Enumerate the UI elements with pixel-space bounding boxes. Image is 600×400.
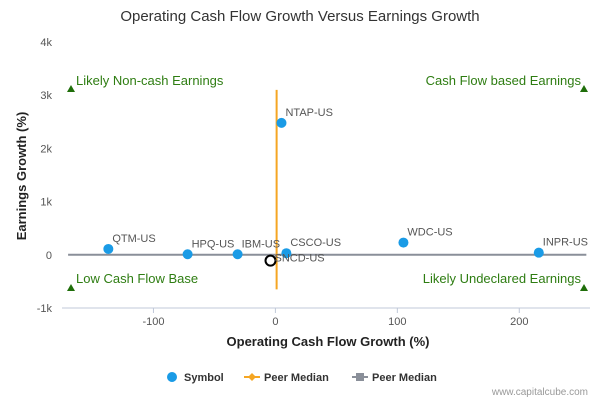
- data-point[interactable]: [276, 117, 287, 128]
- y-tick-label: 4k: [40, 37, 52, 49]
- legend-symbol-marker: [167, 372, 177, 382]
- quadrant-label-top-left: Likely Non-cash Earnings: [76, 73, 224, 88]
- data-point-label: IBM-US: [242, 238, 281, 250]
- legend-item-label: Peer Median: [372, 372, 437, 384]
- legend-item-label: Peer Median: [264, 372, 329, 384]
- quadrant-label-bottom-right: Likely Undeclared Earnings: [423, 271, 582, 286]
- legend[interactable]: Symbol Peer Median Peer Median: [167, 372, 437, 384]
- data-point-label: WDC-US: [407, 227, 452, 239]
- legend-item-label: Symbol: [184, 372, 224, 384]
- legend-peer-median-marker: [356, 373, 364, 381]
- data-point[interactable]: [232, 249, 243, 260]
- y-axis-title: Earnings Growth (%): [14, 112, 29, 241]
- y-tick-label: 0: [46, 250, 52, 262]
- legend-peer-median-marker: [248, 373, 256, 381]
- y-tick-label: 3k: [40, 90, 52, 102]
- x-tick-label: 100: [388, 316, 406, 328]
- x-tick-label: 200: [510, 316, 528, 328]
- quadrant-marker-bottom-right: [580, 284, 588, 291]
- data-point-label: QTM-US: [112, 233, 155, 245]
- plot-area: -100 0 100 200 -1k 0 1k 2k 3k 4k Likely Non-cash E…: [37, 37, 590, 328]
- chart-title: Operating Cash Flow Growth Versus Earnin…: [120, 8, 479, 25]
- data-point-label: CSCO-US: [290, 237, 341, 249]
- data-point-label: NTAP-US: [285, 107, 332, 119]
- quadrant-label-bottom-left: Low Cash Flow Base: [76, 271, 198, 286]
- data-point[interactable]: [182, 249, 193, 260]
- quadrant-label-top-right: Cash Flow based Earnings: [426, 73, 582, 88]
- data-point[interactable]: [533, 247, 544, 258]
- selected-point[interactable]: [264, 254, 277, 267]
- data-point[interactable]: [281, 248, 292, 259]
- data-point-label: HPQ-US: [192, 238, 235, 250]
- y-tick-label: 2k: [40, 143, 52, 155]
- data-point[interactable]: [398, 237, 409, 248]
- quadrant-marker-top-left: [67, 85, 75, 92]
- selected-point-label: SNCD-US: [275, 253, 325, 265]
- data-point[interactable]: [103, 243, 114, 254]
- y-tick-label: -1k: [37, 303, 53, 315]
- quadrant-marker-top-right: [580, 85, 588, 92]
- credit-text[interactable]: www.capitalcube.com: [491, 387, 588, 398]
- data-point-label: INPR-US: [543, 237, 588, 249]
- x-axis-title: Operating Cash Flow Growth (%): [227, 334, 430, 349]
- x-tick-label: 0: [272, 316, 278, 328]
- quadrant-marker-bottom-left: [67, 284, 75, 291]
- x-tick-label: -100: [142, 316, 164, 328]
- y-tick-label: 1k: [40, 197, 52, 209]
